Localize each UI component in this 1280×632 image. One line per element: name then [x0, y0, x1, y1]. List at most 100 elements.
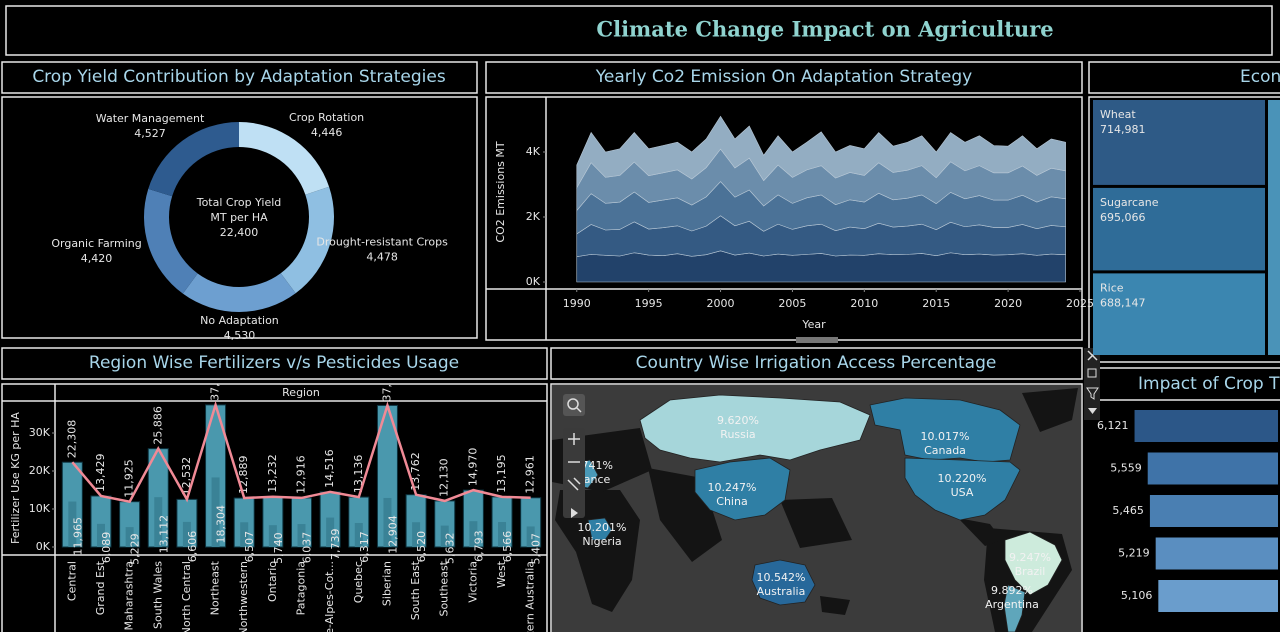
y-tick-label: 2K	[526, 210, 541, 223]
country-value: 10.220%	[938, 472, 987, 485]
country-name: China	[716, 495, 747, 508]
popout-button[interactable]	[1087, 368, 1097, 378]
inner-bar	[354, 522, 363, 547]
inner-bar	[211, 477, 220, 547]
x-tick-label: Victoria	[466, 561, 479, 603]
bar-label: 5,106	[1121, 589, 1153, 602]
resize-handle	[796, 337, 838, 343]
inner-bar	[412, 522, 421, 547]
bar-label: 13,195	[495, 454, 508, 493]
inner-bar	[68, 501, 77, 547]
x-axis-title: Year	[801, 318, 826, 331]
bar	[1158, 580, 1278, 612]
panel-title-box	[1, 347, 548, 380]
inner-bar	[383, 497, 392, 547]
slice-value: 4,530	[224, 329, 256, 342]
slice-value: 4,420	[81, 252, 113, 265]
inner-label: 11,965	[71, 517, 84, 556]
inner-label: 6,520	[415, 531, 428, 563]
bar	[1155, 537, 1278, 570]
x-tick-label: Provence-Alpes-Cot...	[323, 561, 336, 632]
inner-label: 13,112	[157, 515, 170, 554]
search-icon	[567, 398, 579, 410]
country-name: Brazil	[1015, 565, 1046, 578]
center-label: 22,400	[220, 226, 259, 239]
country-value: 10.247%	[708, 481, 757, 494]
pan-button[interactable]	[571, 508, 578, 518]
inner-bar	[526, 526, 535, 547]
bar-label: 5,219	[1118, 547, 1150, 560]
cell-label: Rice	[1100, 281, 1124, 294]
bar-label: 12,130	[438, 458, 451, 497]
bar	[1147, 452, 1278, 485]
inner-label: 6,606	[186, 531, 199, 563]
inner-label: 7,739	[329, 529, 342, 561]
y-tick-label: 30K	[29, 426, 51, 439]
x-tick-label: Grand Est	[94, 560, 107, 615]
country	[1003, 584, 1026, 632]
inner-bar	[125, 527, 134, 547]
x-tick-label: 1995	[635, 297, 663, 310]
map-search-button[interactable]	[563, 394, 585, 416]
zoom-in-button[interactable]	[568, 433, 580, 445]
bar-label: 12,961	[524, 455, 537, 494]
bar	[1134, 410, 1278, 442]
x-tick-label: Siberian	[380, 561, 393, 606]
panel-title: Country Wise Irrigation Access Percentag…	[636, 353, 997, 373]
bar-label: 37,251	[380, 363, 393, 402]
pie-slice	[280, 186, 335, 294]
slice-value: 4,478	[366, 251, 398, 264]
slice-label: Water Management	[96, 112, 205, 125]
inner-label: 5,229	[129, 533, 142, 565]
x-tick-label: Southeast	[438, 560, 451, 616]
pie-slice	[182, 273, 296, 312]
toolbar	[1084, 348, 1100, 420]
bar-label: 12,532	[180, 457, 193, 496]
x-tick-label: 2025	[1066, 297, 1094, 310]
center-label: Total Crop Yield	[196, 196, 282, 209]
country-value: 9.892%	[991, 584, 1033, 597]
bar-label: 25,886	[151, 406, 164, 445]
bar-label: 11,925	[123, 459, 136, 498]
bar-label: 5,559	[1110, 462, 1142, 475]
x-tick-label: Central	[65, 561, 78, 601]
panel-title: Econ	[1240, 67, 1280, 87]
x-tick-label: 2000	[707, 297, 735, 310]
y-axis-title: Fertilizer Use KG per HA	[9, 412, 22, 544]
bar-label: 12,916	[295, 455, 308, 494]
country	[694, 457, 791, 521]
inner-bar	[240, 522, 249, 547]
bar-label: 6,121	[1097, 419, 1129, 432]
slice-value: 4,446	[311, 126, 343, 139]
center-label: MT per HA	[210, 211, 268, 224]
pin-button[interactable]	[567, 477, 581, 491]
x-tick-label: Northwestern	[237, 561, 250, 632]
slice-label: No Adaptation	[200, 314, 279, 327]
menu-button[interactable]	[1088, 408, 1097, 414]
bar-label: 13,762	[409, 452, 422, 491]
panel-title: Impact of Crop T	[1138, 374, 1280, 394]
x-tick-label: 2010	[850, 297, 878, 310]
country-value: 9.620%	[717, 414, 759, 427]
country	[1004, 531, 1063, 596]
x-tick-label: Quebec	[352, 561, 365, 603]
country-value: 10.542%	[757, 571, 806, 584]
land	[780, 498, 852, 548]
trend-line	[71, 400, 531, 504]
treemap: Wheat 714,981 Sugarcane 695,066 Rice 688,147	[1093, 100, 1280, 355]
inner-label: 6,317	[358, 531, 371, 563]
inner-label: 6,566	[501, 531, 514, 563]
inner-bar	[297, 524, 306, 547]
pie-slice	[239, 122, 330, 195]
inner-label: 5,740	[272, 532, 285, 564]
slice-value: 4,527	[134, 127, 166, 140]
treemap-cell	[1268, 100, 1280, 355]
panel-title: Yearly Co2 Emission On Adaptation Strate…	[595, 67, 973, 87]
country-name: Argentina	[985, 598, 1039, 611]
panel-box	[550, 383, 1083, 632]
y-tick-label: 20K	[29, 464, 51, 477]
inner-bar	[96, 523, 105, 547]
filter-button[interactable]	[1086, 387, 1099, 400]
inner-label: 6,793	[472, 530, 485, 562]
